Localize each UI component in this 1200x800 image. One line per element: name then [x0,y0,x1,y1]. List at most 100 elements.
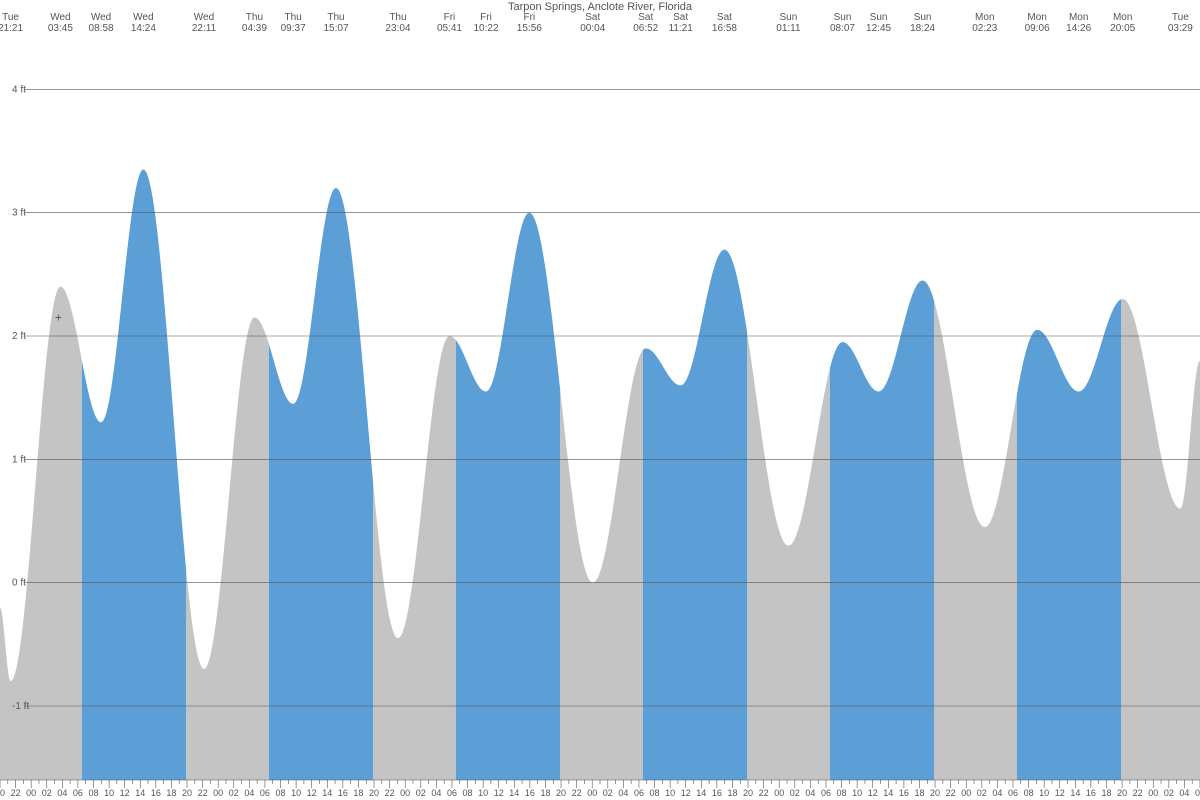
x-tick-label: 18 [914,788,924,798]
header-time: 18:24 [910,23,935,34]
x-tick-label: 12 [868,788,878,798]
y-tick-label: -1 ft [12,701,29,712]
header-time: 03:45 [48,23,73,34]
x-tick-label: 00 [1148,788,1158,798]
header-time: 23:04 [385,23,410,34]
header-day: Sun [834,12,852,23]
x-tick-label: 04 [992,788,1002,798]
x-tick-label: 06 [821,788,831,798]
header-day: Thu [389,12,406,23]
x-tick-label: 02 [1164,788,1174,798]
header-day: Thu [285,12,302,23]
x-tick-label: 06 [73,788,83,798]
header-day: Tue [2,12,19,23]
x-tick-label: 10 [1039,788,1049,798]
x-tick-label: 06 [260,788,270,798]
x-tick-label: 16 [151,788,161,798]
header-time: 14:24 [131,23,156,34]
x-tick-label: 16 [338,788,348,798]
x-tick-label: 00 [587,788,597,798]
x-tick-label: 02 [229,788,239,798]
chart-svg: -1 ft0 ft1 ft2 ft3 ft4 ftTarpon Springs,… [0,0,1200,800]
header-time: 20:05 [1110,23,1135,34]
x-tick-label: 04 [57,788,67,798]
x-tick-label: 08 [276,788,286,798]
header-time: 09:37 [281,23,306,34]
header-day: Sat [673,12,688,23]
header-day: Fri [444,12,456,23]
header-time: 21:21 [0,23,23,34]
x-tick-label: 00 [26,788,36,798]
header-time: 11:21 [669,23,694,34]
x-tick-label: 04 [244,788,254,798]
header-day: Sun [870,12,888,23]
y-tick-label: 2 ft [12,331,26,342]
x-tick-label: 16 [525,788,535,798]
header-time: 03:29 [1168,23,1193,34]
header-time: 05:41 [437,23,462,34]
x-tick-label: 16 [899,788,909,798]
header-day: Mon [1113,12,1132,23]
x-tick-label: 04 [805,788,815,798]
header-time: 12:45 [866,23,891,34]
x-tick-label: 18 [166,788,176,798]
header-time: 10:22 [473,23,498,34]
x-tick-label: 04 [431,788,441,798]
header-time: 09:06 [1025,23,1050,34]
header-time: 00:04 [580,23,605,34]
x-tick-label: 14 [322,788,332,798]
x-tick-label: 22 [572,788,582,798]
x-tick-label: 20 [0,788,5,798]
header-time: 16:58 [712,23,737,34]
x-tick-label: 16 [712,788,722,798]
x-tick-label: 12 [120,788,130,798]
header-day: Tue [1172,12,1189,23]
header-day: Wed [91,12,111,23]
header-day: Wed [50,12,70,23]
x-tick-label: 06 [1195,788,1200,798]
x-tick-label: 18 [1101,788,1111,798]
header-day: Thu [246,12,263,23]
x-tick-label: 08 [88,788,98,798]
y-tick-label: 1 ft [12,454,26,465]
x-tick-label: 14 [509,788,519,798]
x-tick-label: 20 [743,788,753,798]
header-day: Thu [327,12,344,23]
x-tick-label: 02 [416,788,426,798]
x-tick-label: 14 [1070,788,1080,798]
x-tick-label: 22 [385,788,395,798]
x-tick-label: 20 [1117,788,1127,798]
header-time: 02:23 [972,23,997,34]
y-tick-label: 0 ft [12,578,26,589]
x-tick-label: 06 [447,788,457,798]
header-day: Sat [585,12,600,23]
header-day: Sat [717,12,732,23]
header-day: Fri [523,12,535,23]
x-tick-label: 20 [182,788,192,798]
x-tick-label: 02 [42,788,52,798]
x-tick-label: 10 [104,788,114,798]
header-day: Wed [133,12,153,23]
chart-title: Tarpon Springs, Anclote River, Florida [508,1,693,13]
header-day: Mon [975,12,994,23]
tide-chart: -1 ft0 ft1 ft2 ft3 ft4 ftTarpon Springs,… [0,0,1200,800]
header-day: Sat [638,12,653,23]
header-time: 22:11 [192,23,217,34]
header-time: 01:11 [776,23,801,34]
x-tick-label: 22 [946,788,956,798]
header-day: Mon [1027,12,1046,23]
header-day: Sun [914,12,932,23]
header-time: 14:26 [1066,23,1091,34]
header-time: 15:56 [517,23,542,34]
x-tick-label: 02 [977,788,987,798]
x-tick-label: 22 [11,788,21,798]
x-tick-label: 18 [353,788,363,798]
x-tick-label: 10 [478,788,488,798]
x-tick-label: 04 [618,788,628,798]
header-time: 04:39 [242,23,267,34]
x-tick-label: 16 [1086,788,1096,798]
x-tick-label: 02 [790,788,800,798]
header-day: Sun [780,12,798,23]
x-tick-label: 06 [634,788,644,798]
x-tick-label: 22 [759,788,769,798]
